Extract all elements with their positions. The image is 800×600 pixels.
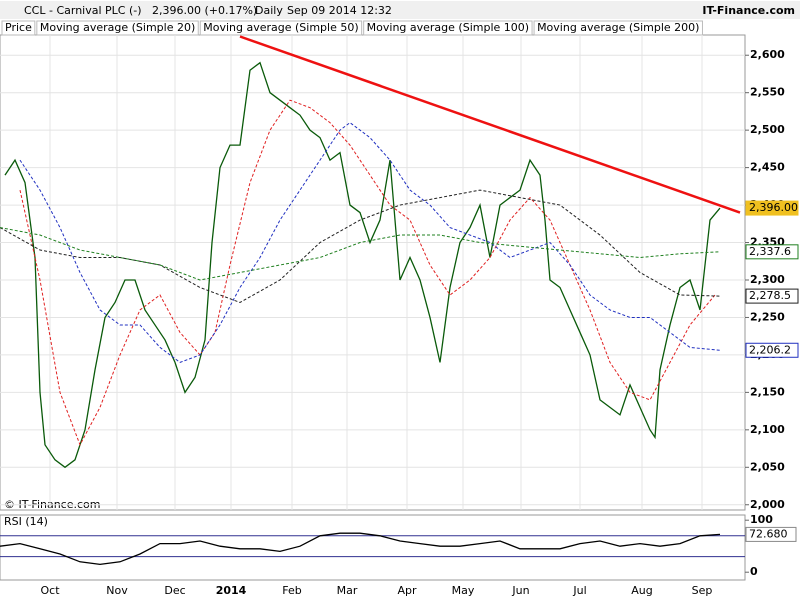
y-tick-label: 2,500 (750, 123, 785, 136)
x-tick-label: Mar (337, 584, 358, 597)
legend-box (36, 20, 199, 36)
last-value-box (745, 244, 799, 260)
legend-box (1, 20, 36, 36)
value-label: 72.680 (749, 527, 788, 540)
legend-entry: Moving average (Simple 200) (537, 21, 699, 34)
series-line (0, 227, 721, 281)
last-value-label: 2,206.2 (749, 343, 791, 356)
x-tick-label: Jun (511, 584, 529, 597)
y-tick-label: 0 (750, 565, 758, 578)
series-line (4, 61, 721, 469)
legend-entry: Moving average (Simple 50) (203, 21, 358, 34)
title: CCL - Carnival PLC (-) (24, 4, 142, 17)
trend-line (239, 35, 741, 214)
x-tick-label: Aug (631, 584, 652, 597)
legend-box (363, 20, 533, 36)
x-tick-label: Feb (282, 584, 301, 597)
price-text: 2,396.00 (+0.17%) (152, 4, 257, 17)
y-tick-label: 100 (750, 513, 773, 526)
rsi-title: RSI (14) (4, 515, 48, 528)
y-tick-label: 2,100 (750, 423, 785, 436)
series-line (19, 122, 721, 363)
x-tick-label: Apr (397, 584, 417, 597)
y-tick-label: 2,250 (750, 310, 785, 323)
last-value-label: 2,337.6 (749, 245, 791, 258)
legend-box (199, 20, 363, 36)
x-tick-label: Dec (164, 584, 185, 597)
legend-entry: Moving average (Simple 100) (367, 21, 529, 34)
header-bar (0, 1, 800, 19)
y-tick-label: 2,450 (750, 161, 785, 174)
legend-entry: Moving average (Simple 20) (40, 21, 195, 34)
x-tick-label: Jul (572, 584, 586, 597)
y-tick-label: 2,600 (750, 48, 785, 61)
series-line (0, 189, 721, 304)
last-value-label: 2,278.5 (749, 289, 791, 302)
series-line (0, 532, 721, 566)
y-tick-label: 2,050 (750, 460, 785, 473)
legend-entry: Price (5, 21, 32, 34)
last-value-label: 2,396.00 (749, 201, 798, 214)
x-tick-label: 2014 (216, 584, 247, 597)
source: IT-Finance.com (702, 4, 795, 17)
y-tick-label: 2,550 (750, 86, 785, 99)
rsi-frame (0, 514, 746, 581)
x-tick-label: Oct (40, 584, 60, 597)
y-tick-label: 2,300 (750, 273, 785, 286)
x-tick-label: May (452, 584, 475, 597)
x-tick-label: Nov (106, 584, 128, 597)
y-tick-label: 2,000 (750, 498, 785, 511)
last-value-box (745, 200, 799, 216)
value-label-box (745, 526, 797, 542)
last-value-box (745, 342, 799, 358)
date: Sep 09 2014 12:32 (287, 4, 392, 17)
series-line (19, 99, 716, 447)
period: Daily (255, 4, 283, 17)
legend-box (533, 20, 703, 36)
last-value-box (745, 288, 799, 304)
y-tick-label: 2,150 (750, 385, 785, 398)
x-tick-label: Sep (692, 584, 713, 597)
